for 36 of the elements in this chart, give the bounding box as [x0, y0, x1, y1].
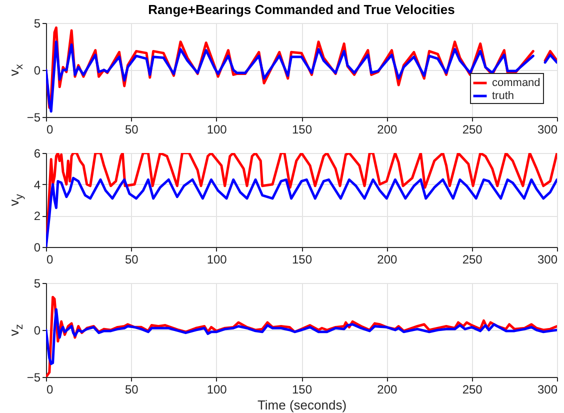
x-tick-label: 100 [206, 122, 228, 136]
x-tick-label: 100 [206, 382, 228, 396]
y-tick-label: 4 [34, 178, 41, 192]
x-tick-label: 0 [46, 122, 54, 136]
legend-label: command [492, 77, 540, 89]
x-tick-label: 50 [124, 252, 139, 266]
x-axis-title: Time (seconds) [257, 398, 347, 412]
x-tick-label: 50 [124, 382, 139, 396]
y-tick-label: 5 [34, 16, 41, 30]
x-tick-label: 0 [46, 382, 54, 396]
y-tick-label: 5 [34, 276, 41, 290]
y-tick-label: 0 [34, 64, 41, 78]
legend-label: truth [492, 90, 514, 102]
x-tick-label: 250 [462, 382, 483, 396]
y-tick-label: −5 [26, 370, 41, 384]
line-series [46, 308, 557, 366]
y-tick-label: 0 [34, 240, 41, 254]
x-tick-label: 300 [537, 382, 558, 396]
x-tick-label: 200 [377, 382, 398, 396]
x-tick-label: 100 [206, 252, 228, 266]
x-tick-label: 300 [537, 252, 558, 266]
x-tick-label: 250 [462, 252, 483, 266]
x-tick-label: 150 [292, 252, 312, 266]
y-tick-label: 6 [34, 146, 41, 160]
x-tick-label: 150 [292, 122, 312, 136]
x-tick-label: 200 [377, 252, 398, 266]
x-tick-label: 200 [377, 122, 398, 136]
y-tick-label: −5 [26, 110, 41, 124]
x-tick-label: 250 [462, 122, 483, 136]
x-tick-label: 0 [46, 252, 54, 266]
x-tick-label: 50 [124, 122, 139, 136]
y-tick-label: 0 [34, 324, 41, 338]
x-tick-label: 150 [292, 382, 312, 396]
y-tick-label: 2 [34, 209, 41, 224]
x-tick-label: 300 [537, 122, 558, 136]
chart-title: Range+Bearings Commanded and True Velocities [148, 2, 455, 17]
